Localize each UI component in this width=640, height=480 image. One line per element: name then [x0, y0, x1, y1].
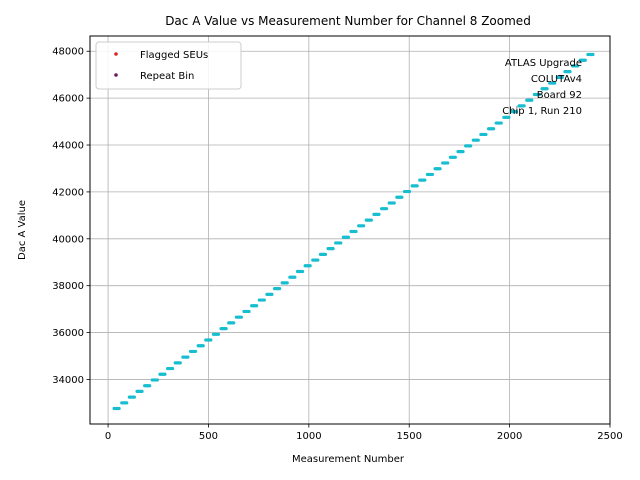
data-point [568, 70, 572, 74]
data-point [285, 281, 289, 285]
data-point [232, 321, 236, 325]
legend-marker-repeat-bin [114, 73, 118, 77]
data-point [331, 247, 335, 251]
data-point [392, 201, 396, 205]
y-axis-label: Dac A Value [17, 200, 28, 260]
data-point [446, 161, 450, 165]
data-point [407, 189, 412, 194]
data-point [507, 115, 511, 119]
y-tick-label: 36000 [52, 328, 84, 339]
data-points [112, 52, 595, 411]
data-point [125, 401, 129, 405]
data-point [186, 355, 190, 359]
legend-box [95, 41, 242, 90]
annotation-line-2: COLUTAv4 [531, 74, 582, 85]
data-point [522, 104, 526, 108]
data-point [377, 212, 381, 216]
data-point [132, 395, 136, 399]
legend-marker-flagged-seus [114, 52, 118, 56]
legend-label-flagged-seus: Flagged SEUs [140, 50, 208, 61]
data-point [553, 81, 557, 85]
data-point [148, 384, 152, 388]
data-point [278, 287, 282, 291]
x-tick-label: 2000 [497, 431, 522, 442]
legend-label-repeat-bin: Repeat Bin [140, 71, 194, 82]
data-point [499, 121, 503, 125]
data-point [270, 292, 274, 296]
x-tick-label: 1500 [397, 431, 422, 442]
data-point [484, 132, 488, 137]
data-point [591, 52, 595, 57]
y-tick-label: 48000 [52, 47, 84, 58]
data-point [308, 264, 312, 268]
data-point [171, 366, 175, 371]
data-point [247, 309, 251, 314]
data-point [224, 326, 228, 331]
data-point [300, 269, 305, 274]
plot-frame [89, 35, 611, 425]
data-point [201, 344, 205, 348]
x-tick-label: 1000 [296, 431, 321, 442]
data-point [400, 195, 404, 199]
annotation: ATLAS Upgrade COLUTAv4 Board 92 Chip 1, … [502, 58, 582, 117]
data-point [423, 178, 427, 182]
data-point [583, 58, 587, 62]
y-tick-label: 34000 [52, 375, 84, 386]
data-point [537, 92, 542, 97]
data-point [576, 64, 580, 68]
data-point [560, 75, 564, 79]
y-axis-ticks: 34000 36000 38000 40000 42000 44000 46000 48000 [52, 47, 90, 386]
x-axis-ticks: 0 500 1000 1500 2000 2500 [105, 424, 623, 442]
annotation-line-1: ATLAS Upgrade [505, 58, 582, 69]
y-tick-label: 46000 [52, 94, 84, 105]
data-point [461, 149, 465, 154]
data-point [140, 389, 144, 393]
data-point [545, 87, 549, 91]
data-point [469, 144, 473, 148]
data-point [476, 138, 480, 142]
data-point [362, 224, 366, 228]
data-point [216, 332, 221, 336]
data-point [209, 338, 213, 342]
data-point [339, 241, 343, 245]
x-tick-label: 0 [105, 431, 111, 442]
x-axis-label: Measurement Number [292, 454, 405, 465]
data-point [491, 127, 496, 131]
data-point [369, 218, 373, 222]
y-tick-label: 44000 [52, 141, 84, 152]
data-point [514, 110, 519, 114]
data-point [255, 304, 259, 308]
data-point [163, 372, 167, 376]
y-tick-label: 40000 [52, 234, 84, 245]
data-point [430, 172, 435, 177]
data-point [193, 349, 198, 354]
x-tick-label: 500 [199, 431, 218, 442]
data-point [384, 207, 389, 211]
data-point [155, 378, 159, 382]
data-point [117, 406, 121, 411]
annotation-line-4: Chip 1, Run 210 [502, 106, 582, 117]
data-point [293, 275, 297, 279]
y-tick-label: 42000 [52, 187, 84, 198]
data-point [415, 184, 419, 188]
data-point [178, 361, 182, 365]
data-point [354, 229, 358, 234]
data-point [262, 298, 266, 302]
x-tick-label: 2500 [597, 431, 622, 442]
annotation-line-3: Board 92 [537, 90, 582, 101]
y-tick-label: 38000 [52, 281, 84, 292]
data-point [316, 258, 320, 262]
data-point [346, 235, 350, 239]
data-point [323, 252, 328, 256]
data-point [239, 315, 243, 319]
data-point [438, 167, 442, 171]
data-point [453, 155, 457, 159]
legend: Flagged SEUs Repeat Bin [95, 41, 242, 90]
chart-title: Dac A Value vs Measurement Number for Ch… [165, 14, 531, 28]
grid-lines [90, 36, 611, 424]
data-point [530, 98, 534, 102]
